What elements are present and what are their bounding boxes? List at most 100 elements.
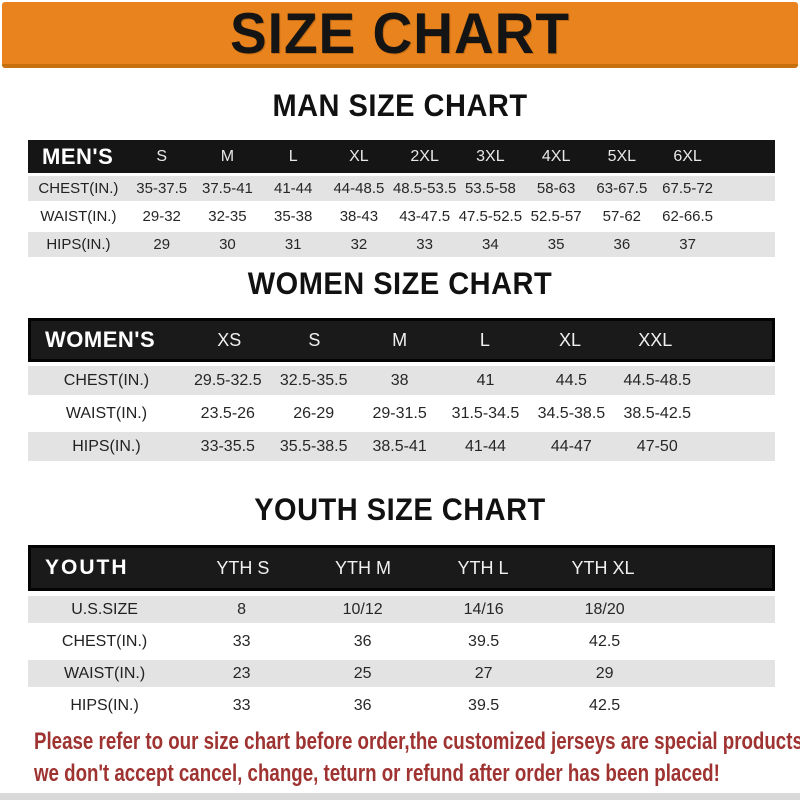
disclaimer-line-2: we don't accept cancel, change, teturn o…: [34, 760, 720, 787]
column-header: M: [220, 147, 235, 165]
table-cell: 8: [237, 600, 247, 618]
table-cell: 33: [232, 696, 251, 714]
table-header-row: MEN'S S M L XL 2XL 3XL 4XL 5XL 6XL: [28, 140, 775, 173]
row-label: HIPS(IN.): [70, 696, 139, 714]
table-row: WAIST(IN.) 23 25 27 29: [28, 660, 775, 687]
column-header: 6XL: [673, 147, 702, 165]
table-cell: 10/12: [342, 600, 383, 618]
spacer: [720, 140, 775, 173]
table-cell: 38-43: [339, 208, 379, 225]
row-label: WAIST(IN.): [63, 664, 146, 682]
row-label: WAIST(IN.): [65, 404, 148, 422]
column-header: YTH L: [457, 557, 509, 578]
table-cell: 29: [595, 664, 614, 682]
spacer: [700, 399, 775, 428]
table-cell: 44.5: [555, 371, 587, 389]
spacer: [663, 548, 772, 588]
spacer: [700, 432, 775, 461]
table-cell: 35-37.5: [136, 180, 188, 197]
spacer: [665, 596, 775, 623]
page-title: SIZE CHART: [230, 0, 570, 66]
table-cell: 29-31.5: [372, 404, 427, 422]
table-cell: 14/16: [463, 600, 504, 618]
table-row: CHEST(IN.) 29.5-32.5 32.5-35.5 38 41 44.5 44.5…: [28, 366, 775, 395]
table-cell: 23: [232, 664, 251, 682]
table-row: WAIST(IN.) 29-32 32-35 35-38 38-43 43-47.5 47.…: [28, 204, 775, 229]
table-group-label: WOMEN'S: [45, 327, 156, 352]
table-row: HIPS(IN.) 33 36 39.5 42.5: [28, 692, 775, 719]
youth-size-table: YOUTH YTH S YTH M YTH L YTH XL U.S.SIZE 8 10/12…: [28, 545, 775, 719]
row-label: HIPS(IN.): [72, 437, 141, 455]
table-header-row: YOUTH YTH S YTH M YTH L YTH XL: [28, 545, 775, 591]
table-cell: 23.5-26: [200, 404, 255, 422]
table-cell: 26-29: [293, 404, 335, 422]
row-label: HIPS(IN.): [46, 236, 111, 253]
bottom-divider: [0, 793, 800, 800]
spacer: [700, 366, 775, 395]
table-cell: 31: [284, 236, 302, 253]
table-cell: 62-66.5: [662, 208, 714, 225]
table-cell: 35: [547, 236, 565, 253]
column-header: XL: [559, 329, 582, 350]
table-cell: 33: [232, 632, 251, 650]
table-group-label: MEN'S: [42, 143, 114, 169]
table-cell: 34.5-38.5: [537, 404, 606, 422]
column-header: 2XL: [410, 147, 439, 165]
table-row: CHEST(IN.) 33 36 39.5 42.5: [28, 628, 775, 655]
table-cell: 33-35.5: [200, 437, 255, 455]
row-label: WAIST(IN.): [40, 208, 117, 225]
table-cell: 37: [679, 236, 696, 253]
table-cell: 47-50: [636, 437, 678, 455]
table-cell: 29.5-32.5: [194, 371, 262, 389]
table-group-label: YOUTH: [45, 556, 129, 579]
column-header: S: [156, 147, 168, 165]
table-cell: 32: [350, 236, 368, 253]
disclaimer-line-1: Please refer to our size chart before or…: [34, 728, 800, 755]
column-header: XL: [349, 147, 369, 165]
table-cell: 42.5: [589, 632, 621, 650]
spacer: [720, 232, 775, 257]
title-banner: SIZE CHART: [2, 0, 798, 68]
row-label: CHEST(IN.): [61, 632, 148, 650]
men-section-heading: MAN SIZE CHART: [272, 88, 528, 124]
table-cell: 36: [353, 696, 372, 714]
column-header: 5XL: [607, 147, 637, 165]
table-cell: 36: [613, 236, 631, 253]
column-header: YTH XL: [571, 557, 635, 578]
column-header: XS: [217, 329, 242, 350]
men-size-table: MEN'S S M L XL 2XL 3XL 4XL 5XL 6XL CHEST(IN.) 35-37…: [28, 140, 775, 257]
row-label: CHEST(IN.): [38, 180, 119, 197]
table-cell: 41: [476, 371, 495, 389]
table-cell: 41-44: [273, 180, 313, 197]
table-row: HIPS(IN.) 29 30 31 32 33 34 35 36 37: [28, 232, 775, 257]
table-cell: 58-63: [536, 180, 576, 197]
table-cell: 32.5-35.5: [279, 371, 348, 389]
column-header: S: [308, 329, 321, 350]
table-cell: 44-47: [550, 437, 592, 455]
table-row: CHEST(IN.) 35-37.5 37.5-41 41-44 44-48.5 48.5…: [28, 176, 775, 201]
women-section-heading: WOMEN SIZE CHART: [247, 266, 553, 302]
row-label: CHEST(IN.): [63, 371, 150, 389]
table-cell: 38.5-41: [372, 437, 427, 455]
column-header: YTH S: [216, 557, 270, 578]
table-cell: 29-32: [142, 208, 181, 225]
table-cell: 48.5-53.5: [392, 180, 457, 197]
table-cell: 32-35: [208, 208, 247, 225]
column-header: 4XL: [541, 147, 571, 165]
spacer: [720, 176, 775, 201]
youth-section-heading: YOUTH SIZE CHART: [254, 492, 546, 528]
table-cell: 31.5-34.5: [451, 404, 520, 422]
table-cell: 47.5-52.5: [458, 208, 523, 225]
spacer: [665, 692, 775, 719]
table-cell: 25: [353, 664, 372, 682]
table-cell: 44.5-48.5: [623, 371, 692, 389]
table-header-row: WOMEN'S XS S M L XL XXL: [28, 318, 775, 362]
row-label: U.S.SIZE: [71, 600, 138, 618]
column-header: L: [288, 147, 298, 165]
table-cell: 18/20: [584, 600, 625, 618]
table-cell: 38: [390, 371, 409, 389]
table-cell: 52.5-57: [530, 208, 582, 225]
table-cell: 36: [353, 632, 372, 650]
spacer: [665, 628, 775, 655]
